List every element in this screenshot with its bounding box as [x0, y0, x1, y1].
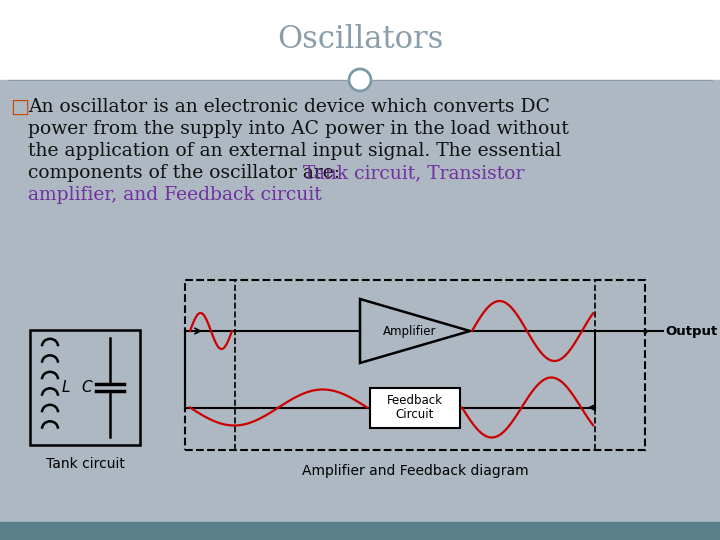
Text: Tank circuit, Transistor: Tank circuit, Transistor — [303, 164, 525, 182]
Bar — [0, 522, 720, 540]
Text: Amplifier: Amplifier — [383, 325, 437, 338]
Text: components of the oscillator are:: components of the oscillator are: — [28, 164, 346, 182]
Text: C: C — [81, 380, 92, 395]
Text: Tank circuit: Tank circuit — [45, 457, 125, 471]
Bar — [30, 330, 140, 445]
Text: the application of an external input signal. The essential: the application of an external input sig… — [28, 142, 562, 160]
Text: amplifier, and Feedback circuit: amplifier, and Feedback circuit — [28, 186, 322, 204]
Bar — [0, 80, 720, 522]
Bar — [370, 388, 460, 428]
Circle shape — [349, 69, 371, 91]
Text: L: L — [62, 380, 71, 395]
Text: □: □ — [10, 98, 29, 117]
Text: Amplifier and Feedback diagram: Amplifier and Feedback diagram — [302, 464, 528, 478]
Text: Feedback
Circuit: Feedback Circuit — [387, 394, 443, 422]
Bar — [0, 0, 720, 80]
Bar — [185, 280, 645, 450]
Text: An oscillator is an electronic device which converts DC: An oscillator is an electronic device wh… — [28, 98, 550, 116]
Text: Oscillators: Oscillators — [276, 24, 444, 56]
Text: Output: Output — [665, 325, 717, 338]
Text: power from the supply into AC power in the load without: power from the supply into AC power in t… — [28, 120, 569, 138]
